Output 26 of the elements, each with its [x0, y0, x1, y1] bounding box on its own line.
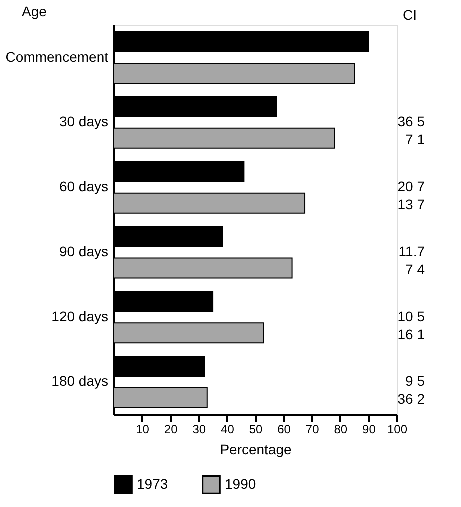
y-tick-label: 60 days	[59, 178, 108, 195]
x-tick-label: 30	[192, 422, 206, 436]
y-tick-label: 90 days	[59, 243, 108, 260]
x-tick-label: 40	[221, 422, 235, 436]
x-tick-label: 60	[278, 422, 292, 436]
x-tick-label: 10	[136, 422, 150, 436]
text: 36 5 7 1	[398, 114, 426, 148]
text: 11.7 7 4	[398, 243, 426, 278]
text: 20 7 13 7	[398, 178, 426, 213]
legend-label: 1973	[137, 476, 168, 492]
x-tick-label: 20	[164, 422, 178, 436]
y-tick-label: 120 days	[52, 308, 108, 324]
y-tick-label: Commencement	[6, 48, 109, 65]
x-tick-label: 100	[387, 422, 408, 436]
x-axis-title: Percentage	[220, 442, 292, 458]
y-axis-title: Age	[22, 4, 48, 20]
x-tick-label: 80	[334, 422, 348, 436]
y-tick-label: 30 days	[59, 114, 108, 130]
x-tick-label: 90	[362, 422, 376, 436]
text: 9 5 36 2	[398, 373, 426, 408]
text: CI	[403, 7, 417, 23]
text: 10 5 16 1	[398, 308, 426, 342]
legend-label: 1990	[225, 476, 256, 492]
x-tick-label: 50	[249, 422, 263, 436]
x-tick-label: 70	[306, 422, 320, 436]
y-tick-label: 180 days	[52, 373, 108, 390]
